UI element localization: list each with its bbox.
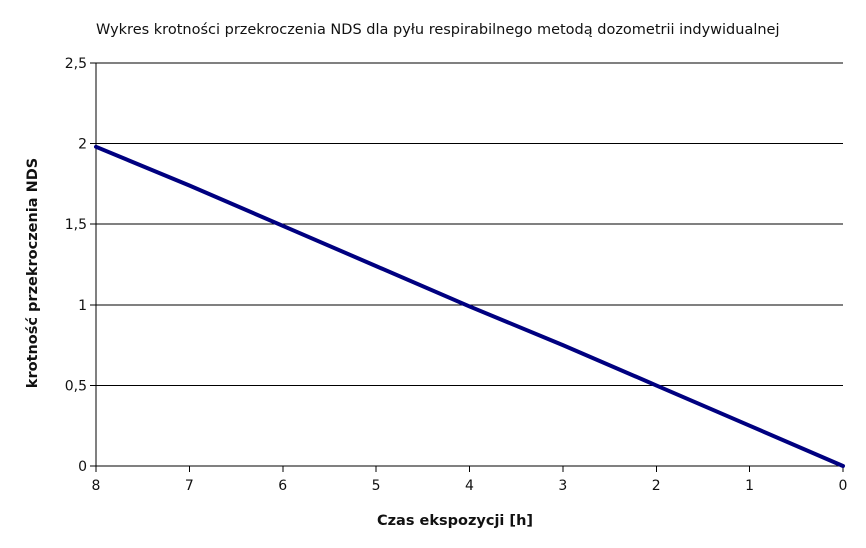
axes (95, 63, 843, 467)
y-axis-title: krotność przekroczenia NDS (25, 158, 41, 388)
chart-title: Wykres krotności przekroczenia NDS dla p… (96, 22, 780, 38)
y-axis-ticks: 0 0,5 1 1,5 2 2,5 (65, 56, 96, 475)
x-tick-label: 3 (558, 478, 567, 494)
x-tick-label: 1 (745, 478, 754, 494)
series-layer (94, 144, 845, 468)
x-tick-label: 2 (652, 478, 661, 494)
y-tick-label: 1 (78, 298, 87, 314)
x-tick-label: 8 (92, 478, 101, 494)
x-axis-title: Czas ekspozycji [h] (377, 513, 533, 529)
x-tick-label: 6 (278, 478, 287, 494)
gridlines (96, 62, 843, 386)
x-axis-ticks: 8 7 6 5 4 3 2 1 0 (92, 466, 848, 494)
series-line (94, 144, 845, 468)
y-tick-label: 2,5 (65, 56, 87, 72)
y-tick-label: 0 (78, 459, 87, 475)
x-tick-label: 0 (839, 478, 848, 494)
x-tick-label: 7 (185, 478, 194, 494)
y-tick-label: 2 (78, 137, 87, 153)
x-tick-label: 4 (465, 478, 474, 494)
y-tick-label: 1,5 (65, 217, 87, 233)
x-tick-label: 5 (372, 478, 381, 494)
y-tick-label: 0,5 (65, 378, 87, 394)
